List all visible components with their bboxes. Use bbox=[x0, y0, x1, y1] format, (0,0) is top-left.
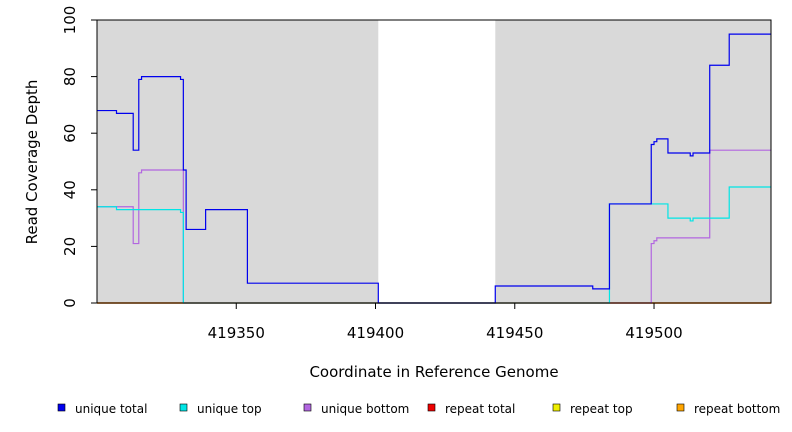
legend-label: unique top bbox=[197, 402, 262, 416]
shaded-region-1 bbox=[97, 20, 379, 303]
legend-label: unique bottom bbox=[321, 402, 409, 416]
legend-swatch bbox=[57, 403, 66, 412]
x-tick-label: 419450 bbox=[486, 324, 543, 342]
y-tick-label: 80 bbox=[61, 67, 79, 86]
y-axis-title: Read Coverage Depth bbox=[23, 80, 41, 245]
legend-label: unique total bbox=[75, 402, 147, 416]
plot-frame bbox=[96, 19, 772, 304]
legend-label: repeat total bbox=[445, 402, 515, 416]
x-tick-label: 419350 bbox=[208, 324, 265, 342]
y-tick-label: 0 bbox=[61, 298, 79, 308]
legend-label: repeat top bbox=[570, 402, 633, 416]
x-axis-title: Coordinate in Reference Genome bbox=[309, 363, 558, 381]
legend-swatch bbox=[303, 403, 312, 412]
x-axis: 419350 419400 419450 419500 bbox=[208, 303, 683, 342]
y-tick-label: 100 bbox=[61, 6, 79, 35]
y-tick-label: 60 bbox=[61, 124, 79, 143]
y-tick-label: 40 bbox=[61, 180, 79, 199]
y-tick-label: 20 bbox=[61, 237, 79, 256]
shaded-regions bbox=[97, 20, 771, 303]
x-tick-label: 419500 bbox=[625, 324, 682, 342]
series-unique-total bbox=[97, 33, 771, 304]
legend-swatch bbox=[676, 403, 685, 412]
y-axis: 0 20 40 60 80 100 bbox=[61, 6, 97, 308]
shaded-region-2 bbox=[495, 20, 771, 303]
legend-swatch bbox=[179, 403, 188, 412]
x-tick-label: 419400 bbox=[347, 324, 404, 342]
legend-swatch bbox=[427, 403, 436, 412]
legend-swatch bbox=[552, 403, 561, 412]
legend-label: repeat bottom bbox=[694, 402, 780, 416]
legend: unique total unique top unique bottom repea… bbox=[57, 402, 780, 416]
